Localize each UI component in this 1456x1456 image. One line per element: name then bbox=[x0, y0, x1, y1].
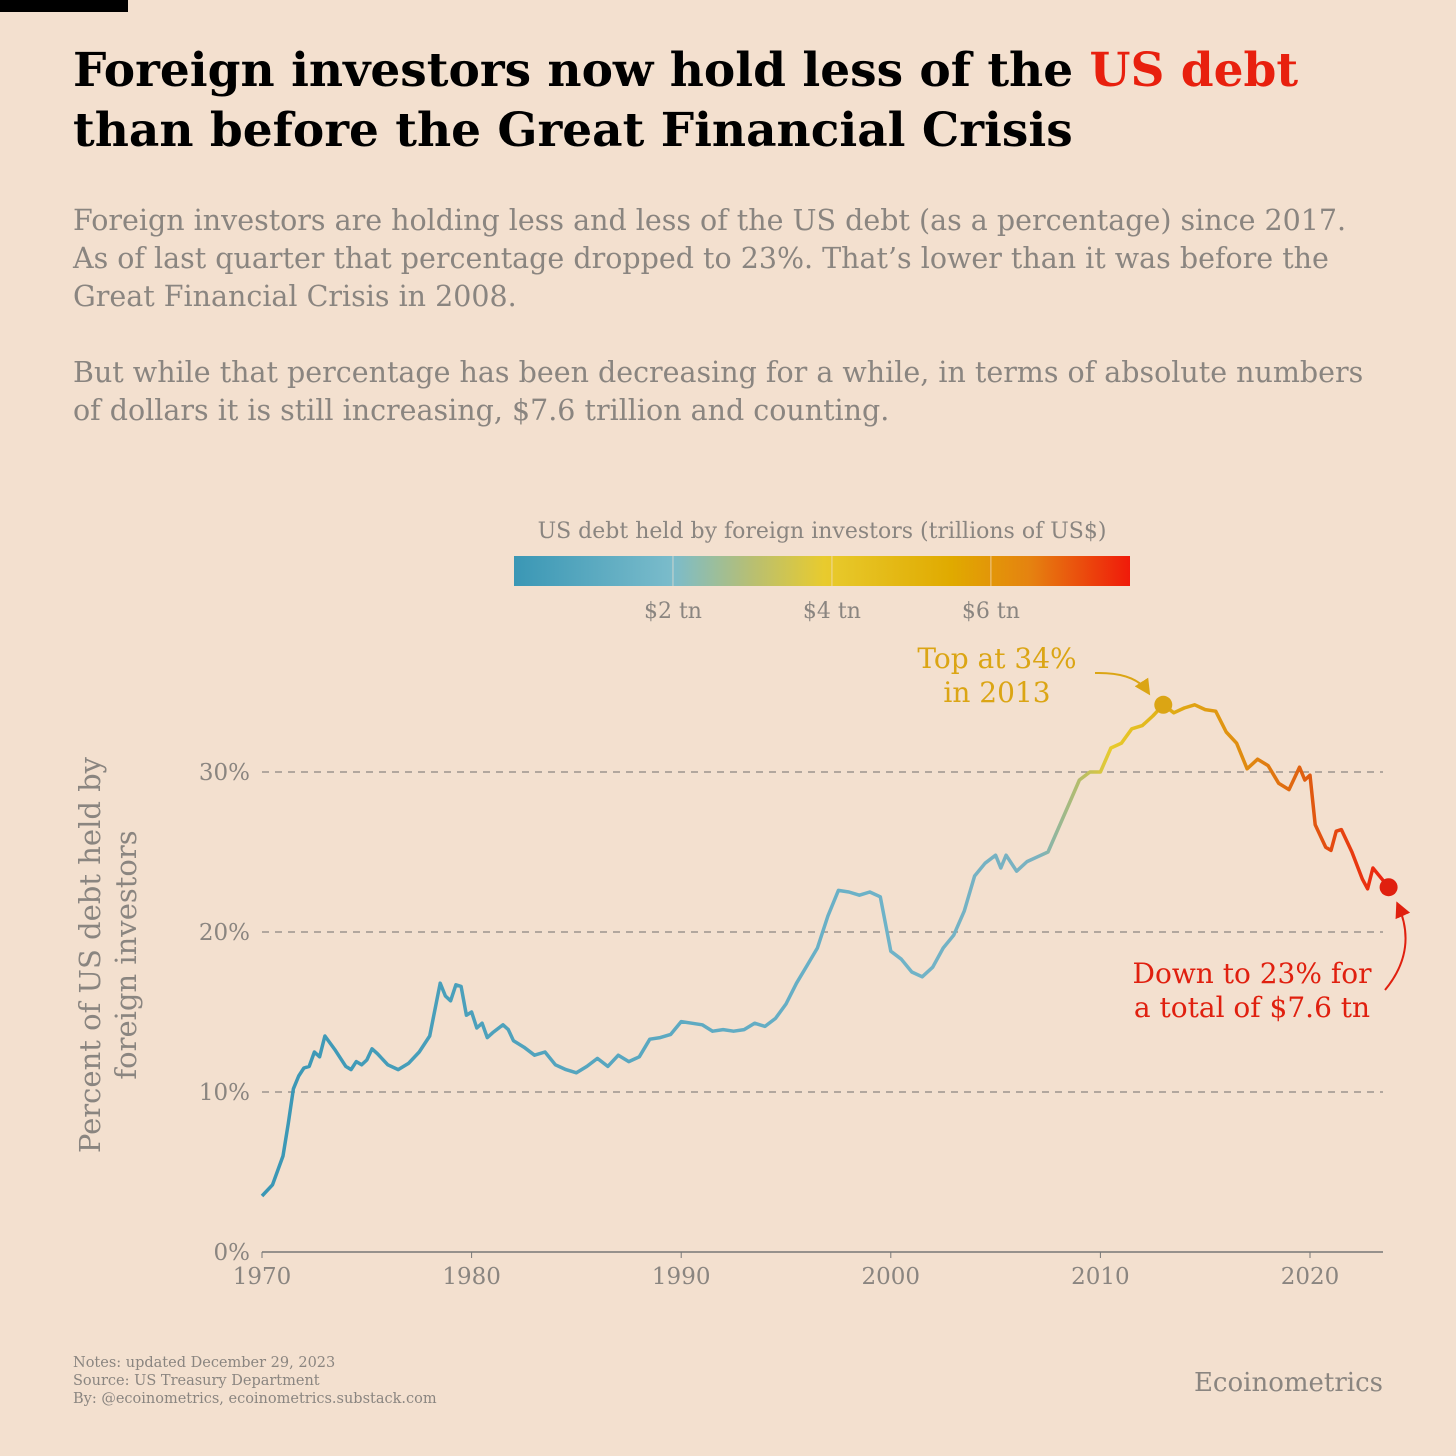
y-tick-label: 20% bbox=[199, 920, 250, 946]
y-axis-label: Percent of US debt held byforeign invest… bbox=[73, 756, 143, 1153]
x-tick-label: 2020 bbox=[1281, 1264, 1340, 1290]
corner-bar bbox=[0, 0, 128, 12]
colorbar-title: US debt held by foreign investors (trill… bbox=[538, 519, 1107, 544]
subtitle: But while that percentage has been decre… bbox=[73, 356, 1363, 389]
x-tick-label: 2000 bbox=[862, 1264, 921, 1290]
annotation: in 2013 bbox=[943, 676, 1050, 709]
subtitle: As of last quarter that percentage dropp… bbox=[72, 242, 1329, 275]
data-line bbox=[260, 703, 1390, 1198]
x-tick-label: 1970 bbox=[233, 1264, 292, 1290]
colorbar-tick-label: $4 tn bbox=[803, 599, 861, 624]
footer-note: Notes: updated December 29, 2023 bbox=[73, 1355, 335, 1371]
y-tick-label: 30% bbox=[199, 760, 250, 786]
footer-note: Source: US Treasury Department bbox=[73, 1373, 320, 1389]
x-tick-label: 2010 bbox=[1071, 1264, 1130, 1290]
chart-title: than before the Great Financial Crisis bbox=[73, 103, 1073, 158]
subtitle: Foreign investors are holding less and l… bbox=[73, 204, 1346, 237]
colorbar-tick-label: $6 tn bbox=[962, 599, 1020, 624]
title-part: Foreign investors now hold less of the bbox=[73, 43, 1089, 98]
subtitle: Great Financial Crisis in 2008. bbox=[73, 280, 517, 313]
annotation: Top at 34% bbox=[917, 642, 1076, 675]
annotation: Down to 23% for bbox=[1133, 957, 1373, 990]
title-highlight: US debt bbox=[1089, 43, 1298, 98]
footer-note: By: @ecoinometrics, ecoinometrics.substa… bbox=[73, 1391, 437, 1407]
colorbar-tick-label: $2 tn bbox=[644, 599, 702, 624]
chart-title: Foreign investors now hold less of the U… bbox=[73, 43, 1298, 98]
annotation: a total of $7.6 tn bbox=[1134, 991, 1370, 1024]
y-axis-label-line: Percent of US debt held by bbox=[73, 756, 107, 1153]
y-axis-label-line: foreign investors bbox=[109, 830, 143, 1079]
x-tick-label: 1990 bbox=[652, 1264, 711, 1290]
y-tick-label: 10% bbox=[199, 1080, 250, 1106]
highlight-point bbox=[1379, 878, 1398, 897]
x-tick-label: 1980 bbox=[442, 1264, 501, 1290]
annotation-arrow bbox=[1094, 671, 1148, 692]
y-tick-label: 0% bbox=[214, 1240, 251, 1266]
highlight-point bbox=[1154, 695, 1173, 714]
colorbar bbox=[514, 556, 1130, 586]
annotation-arrow bbox=[1385, 905, 1406, 991]
subtitle: of dollars it is still increasing, $7.6 … bbox=[73, 394, 889, 427]
brand: Ecoinometrics bbox=[1194, 1368, 1383, 1398]
